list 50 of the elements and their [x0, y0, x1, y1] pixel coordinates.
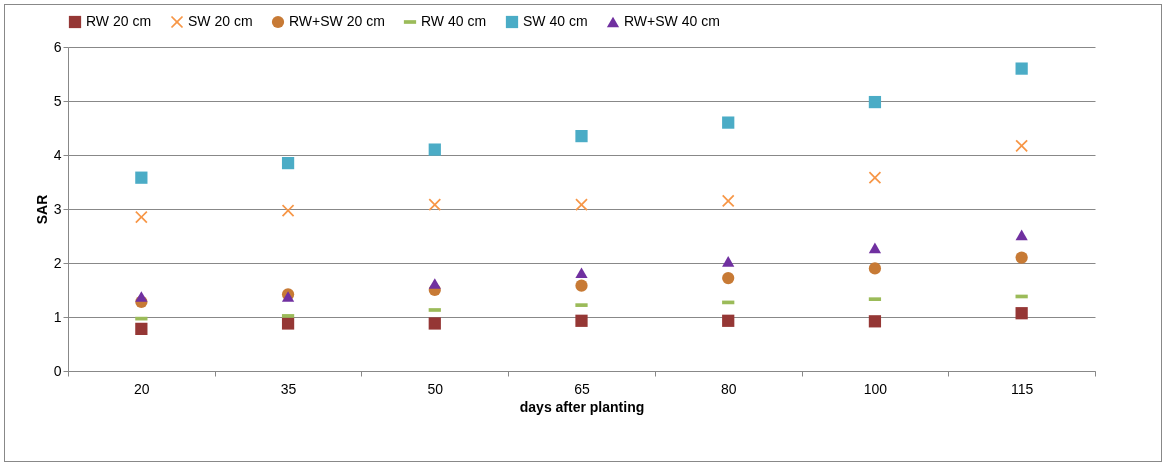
x-tick-label: 20 — [134, 380, 150, 397]
point — [722, 194, 735, 208]
point — [1015, 307, 1028, 320]
legend-label: SW 40 cm — [523, 13, 588, 29]
point — [575, 314, 588, 327]
point — [1015, 229, 1028, 241]
point — [575, 279, 588, 292]
point — [722, 116, 735, 129]
legend-label: RW+SW 40 cm — [624, 13, 720, 29]
y-axis-title: SAR — [33, 194, 50, 225]
point — [1015, 62, 1028, 75]
y-tick-label: 6 — [53, 38, 62, 55]
point — [428, 278, 441, 289]
point — [575, 129, 588, 143]
point — [868, 242, 882, 254]
point — [722, 272, 735, 285]
point — [428, 198, 441, 211]
y-tick-label: 0 — [53, 362, 62, 379]
x-tick-label: 115 — [1010, 380, 1034, 397]
point — [1015, 139, 1028, 152]
point — [135, 322, 148, 335]
x-axis-title: days after planting — [519, 398, 645, 415]
x-tick-label: 65 — [574, 380, 590, 397]
point — [868, 315, 882, 328]
point — [428, 143, 441, 156]
point — [428, 317, 441, 330]
x-tick-label: 50 — [427, 380, 444, 397]
point — [575, 198, 588, 211]
x-tick-label: 35 — [280, 380, 297, 397]
legend-label: RW+SW 20 cm — [289, 13, 385, 29]
y-tick-label: 3 — [53, 200, 62, 217]
y-tick-label: 5 — [53, 92, 62, 109]
y-tick-label: 1 — [53, 308, 62, 325]
y-tick-label: 2 — [53, 254, 62, 271]
point — [722, 314, 735, 327]
point — [135, 171, 148, 184]
y-tick-label: 4 — [53, 146, 62, 163]
point — [281, 317, 295, 330]
point — [135, 291, 148, 302]
point — [868, 95, 882, 109]
x-tick-label: 100 — [863, 380, 888, 397]
legend-label: RW 20 cm — [86, 13, 152, 29]
legend-label: SW 20 cm — [188, 13, 253, 29]
x-tick-label: 80 — [720, 380, 737, 397]
point — [722, 256, 735, 267]
point — [575, 267, 588, 279]
legend-label: RW 40 cm — [421, 13, 487, 29]
point — [1015, 251, 1028, 264]
point — [868, 262, 882, 275]
point — [281, 156, 295, 170]
